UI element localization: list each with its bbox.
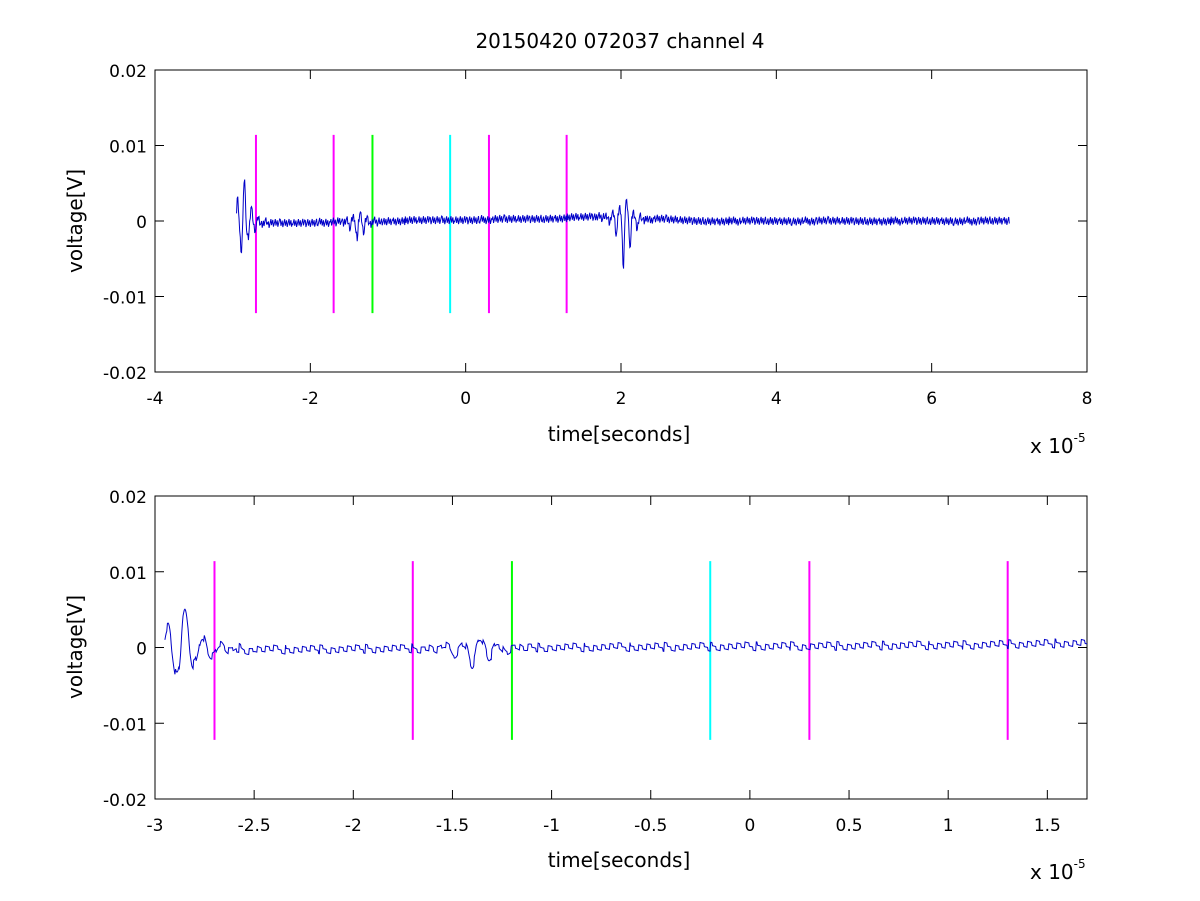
top-plot-x-tick-label: 8 bbox=[1082, 389, 1093, 409]
top-plot-y-axis-label: voltage[V] bbox=[63, 169, 87, 273]
bottom-plot-x-exponent-power: -5 bbox=[1074, 857, 1086, 871]
bottom-plot-x-exponent: x 10-5 bbox=[1030, 857, 1086, 884]
bottom-plot-x-tick-label: 1.5 bbox=[1034, 816, 1061, 836]
bottom-plot-y-tick-label: 0.01 bbox=[109, 564, 147, 584]
top-plot-x-tick-label: -2 bbox=[302, 389, 319, 409]
top-plot-y-tick-label: 0.01 bbox=[109, 138, 147, 158]
top-plot-x-tick-label: -4 bbox=[147, 389, 164, 409]
top-plot-x-axis-label: time[seconds] bbox=[548, 422, 691, 446]
top-plot-x-tick-label: 6 bbox=[926, 389, 937, 409]
chart-title: 20150420 072037 channel 4 bbox=[475, 29, 764, 53]
top-plot-signal-line bbox=[236, 179, 1010, 269]
top-plot-x-exponent: x 10-5 bbox=[1030, 431, 1086, 458]
top-plot-ticks bbox=[154, 69, 1088, 373]
bottom-plot-tick-labels: -3 -2.5 -2 -1.5 -1 -0.5 0 0.5 1 1.5 -0.02 -0.01 0 0.0… bbox=[103, 488, 1061, 836]
bottom-plot-x-tick-label: 0 bbox=[744, 816, 755, 836]
top-plot-x-tick-label: 0 bbox=[460, 389, 471, 409]
bottom-plot-y-tick-label: -0.02 bbox=[103, 791, 147, 811]
top-plot-y-tick-label: 0.02 bbox=[109, 62, 147, 82]
top-plot-x-tick-label: 4 bbox=[771, 389, 782, 409]
bottom-plot-y-axis-label: voltage[V] bbox=[63, 595, 87, 699]
top-plot-signal-series bbox=[236, 179, 1010, 269]
bottom-plot-x-tick-label: 1 bbox=[943, 816, 954, 836]
bottom-plot-ticks bbox=[154, 495, 1087, 800]
bottom-plot-x-tick-label: -0.5 bbox=[634, 816, 667, 836]
bottom-plot-y-tick-label: 0.02 bbox=[109, 488, 147, 508]
bottom-plot-x-tick-label: -1 bbox=[543, 816, 560, 836]
bottom-plot-x-tick-label: -1.5 bbox=[436, 816, 469, 836]
bottom-plot-signal-line bbox=[164, 608, 1088, 675]
top-plot-x-tick-label: 2 bbox=[616, 389, 627, 409]
bottom-plot: -3 -2.5 -2 -1.5 -1 -0.5 0 0.5 1 1.5 -0.02 -0.01 0 0.0… bbox=[63, 488, 1088, 884]
bottom-plot-y-tick-label: 0 bbox=[136, 640, 147, 660]
bottom-plot-x-tick-label: -2 bbox=[345, 816, 362, 836]
bottom-plot-y-tick-label: -0.01 bbox=[103, 715, 147, 735]
top-plot-y-tick-label: -0.01 bbox=[103, 289, 147, 309]
bottom-plot-x-tick-label: -3 bbox=[147, 816, 164, 836]
top-plot-y-tick-label: 0 bbox=[136, 213, 147, 233]
bottom-plot-x-exponent-base: x 10 bbox=[1030, 860, 1074, 884]
bottom-plot-signal-series bbox=[164, 608, 1088, 675]
top-plot-y-tick-label: -0.02 bbox=[103, 364, 147, 384]
bottom-plot-x-tick-label: 0.5 bbox=[836, 816, 863, 836]
bottom-plot-x-tick-label: -2.5 bbox=[238, 816, 271, 836]
bottom-plot-x-axis-label: time[seconds] bbox=[548, 848, 691, 872]
top-plot-tick-labels: -4 -2 0 2 4 6 8 -0.02 -0.01 0 0.01 0.02 bbox=[103, 62, 1092, 409]
top-plot-x-exponent-base: x 10 bbox=[1030, 434, 1074, 458]
top-plot: -4 -2 0 2 4 6 8 -0.02 -0.01 0 0.01 0.02 time[second… bbox=[63, 62, 1092, 458]
top-plot-x-exponent-power: -5 bbox=[1074, 431, 1086, 445]
